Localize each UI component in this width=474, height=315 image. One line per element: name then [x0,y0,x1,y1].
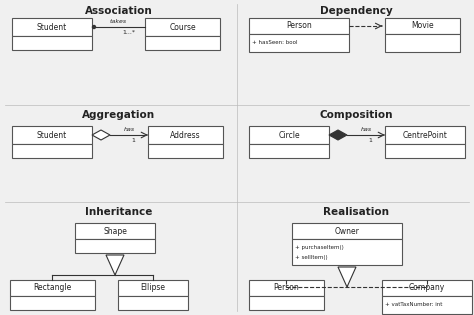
Bar [10,296,95,310]
Text: Address: Address [170,130,201,140]
Bar [118,296,188,310]
Polygon shape [329,130,347,140]
Text: takes: takes [110,19,127,24]
Text: + purchaseItem(): + purchaseItem() [295,244,344,249]
Bar [249,280,324,296]
Bar [10,280,95,296]
Text: Circle: Circle [278,130,300,140]
Bar [385,34,460,52]
Text: 1: 1 [131,138,135,143]
Text: CentrePoint: CentrePoint [402,130,447,140]
Text: Student: Student [37,22,67,32]
Bar [249,34,349,52]
Bar [385,144,465,158]
Polygon shape [92,130,110,140]
Text: Movie: Movie [411,21,434,31]
Bar [12,36,92,50]
Text: Realisation: Realisation [323,207,389,217]
Bar [385,126,465,144]
Bar [145,36,220,50]
Polygon shape [106,255,124,275]
Bar [249,126,329,144]
Bar [118,280,188,296]
Text: 1: 1 [368,138,372,143]
Bar [148,144,223,158]
Text: Owner: Owner [335,226,359,236]
Text: + hasSeen: bool: + hasSeen: bool [252,41,298,45]
Bar [382,280,472,296]
Bar [292,223,402,239]
Text: Ellipse: Ellipse [140,284,165,293]
Text: + vatTaxNumber: int: + vatTaxNumber: int [385,302,442,307]
Text: Rectangle: Rectangle [33,284,72,293]
Text: Person: Person [286,21,312,31]
Text: 1...*: 1...* [122,30,136,35]
Bar [249,144,329,158]
Bar [75,223,155,239]
Text: Course: Course [169,22,196,32]
Bar [249,18,349,34]
Bar [145,18,220,36]
Bar [385,18,460,34]
Text: Dependency: Dependency [319,6,392,16]
Text: has: has [360,127,372,132]
Text: Company: Company [409,284,445,293]
Bar [12,144,92,158]
Text: Association: Association [85,6,153,16]
Text: Student: Student [37,130,67,140]
Text: Aggregation: Aggregation [82,110,155,120]
Bar [12,126,92,144]
Bar [292,239,402,265]
Text: + sellItem(): + sellItem() [295,255,328,260]
Text: Shape: Shape [103,226,127,236]
Bar [12,18,92,36]
Text: Inheritance: Inheritance [85,207,153,217]
Bar [249,296,324,310]
Text: Composition: Composition [319,110,393,120]
Text: Person: Person [273,284,300,293]
Text: has: has [123,127,135,132]
Bar [382,296,472,314]
Bar [148,126,223,144]
Polygon shape [338,267,356,287]
Circle shape [92,26,95,28]
Bar [75,239,155,253]
